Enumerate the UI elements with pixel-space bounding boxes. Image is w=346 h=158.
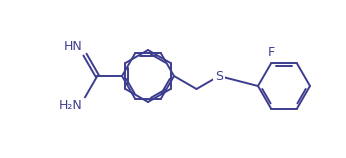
Text: H₂N: H₂N	[59, 99, 83, 112]
Text: HN: HN	[64, 40, 83, 53]
Text: F: F	[267, 46, 275, 59]
Text: S: S	[215, 70, 223, 82]
